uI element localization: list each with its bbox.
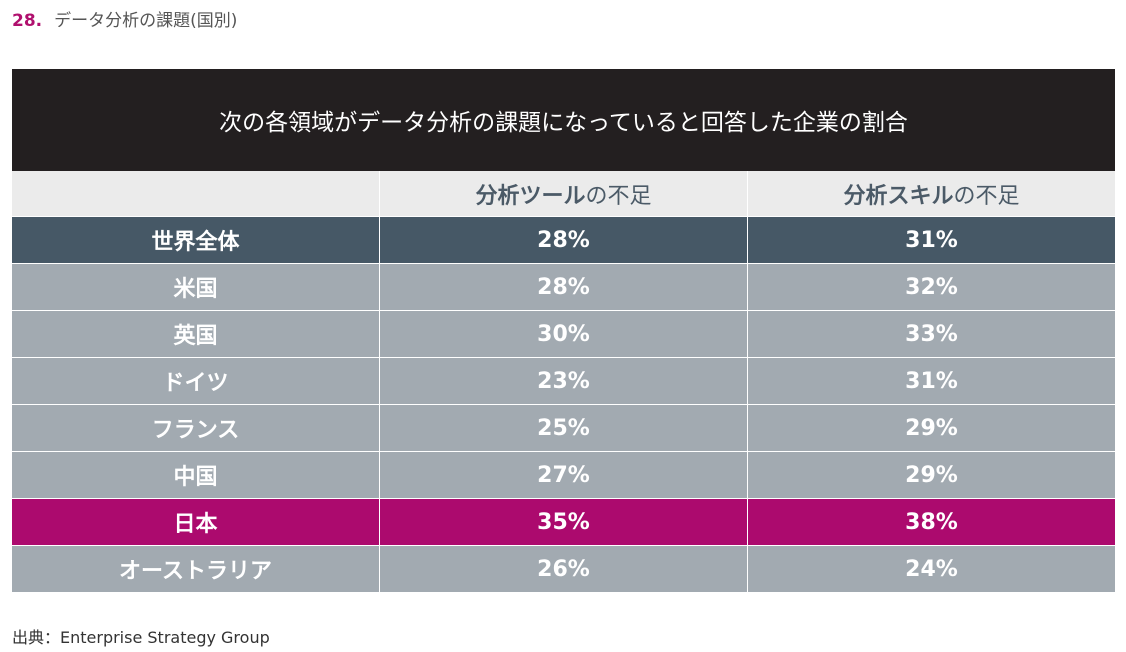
value-tools-cell: 30% [379, 311, 747, 357]
table-row: 世界全体 28% 31% [12, 216, 1115, 263]
value-skills-cell: 29% [747, 405, 1115, 451]
data-table: 次の各領域がデータ分析の課題になっていると回答した企業の割合 分析ツール の不足 … [12, 69, 1115, 592]
value-tools-cell: 35% [379, 499, 747, 545]
table-row: ドイツ 23% 31% [12, 357, 1115, 404]
column-header-tools-bold: 分析ツール [475, 183, 586, 209]
figure-title: 28. データ分析の課題(国別) [12, 6, 237, 31]
column-header-skills-bold: 分析スキル [843, 183, 954, 209]
row-label: 日本 [173, 512, 218, 537]
figure-title-text: データ分析の課題(国別) [54, 11, 238, 31]
value-tools-cell: 26% [379, 546, 747, 592]
value-skills-cell: 29% [747, 452, 1115, 498]
column-header-skills: 分析スキル の不足 [747, 171, 1115, 216]
value-skills-cell: 31% [747, 217, 1115, 263]
table-row: 英国 30% 33% [12, 310, 1115, 357]
value-skills-cell: 32% [747, 264, 1115, 310]
value-tools-cell: 28% [379, 217, 747, 263]
value-tools-cell: 25% [379, 405, 747, 451]
row-label: 英国 [173, 324, 218, 349]
column-header-tools: 分析ツール の不足 [379, 171, 747, 216]
table-row: フランス 25% 29% [12, 404, 1115, 451]
source-note: 出典：Enterprise Strategy Group [12, 628, 270, 647]
column-header-skills-normal: の不足 [953, 183, 1020, 209]
table-row: 日本 35% 38% [12, 498, 1115, 545]
row-label: 米国 [173, 277, 218, 302]
table-row: オーストラリア 26% 24% [12, 545, 1115, 592]
value-skills-cell: 33% [747, 311, 1115, 357]
value-tools-cell: 23% [379, 358, 747, 404]
column-header-tools-normal: の不足 [585, 183, 652, 209]
table-row: 中国 27% 29% [12, 451, 1115, 498]
row-label: オーストラリア [119, 559, 272, 584]
row-label: フランス [151, 418, 240, 443]
row-label: ドイツ [162, 371, 229, 396]
value-skills-cell: 31% [747, 358, 1115, 404]
value-tools-cell: 28% [379, 264, 747, 310]
column-header-row: 分析ツール の不足 分析スキル の不足 [12, 171, 1115, 216]
column-header-empty [12, 171, 379, 216]
value-skills-cell: 24% [747, 546, 1115, 592]
table-row: 米国 28% 32% [12, 263, 1115, 310]
table-body: 世界全体 28% 31% 米国 28% 32% 英国 30% 33% ドイツ 23% 31% フランス 2… [12, 216, 1115, 592]
value-tools-cell: 27% [379, 452, 747, 498]
value-skills-cell: 38% [747, 499, 1115, 545]
row-label: 中国 [173, 465, 218, 490]
figure-number: 28. [12, 11, 43, 31]
table-title: 次の各領域がデータ分析の課題になっていると回答した企業の割合 [12, 69, 1115, 171]
row-label: 世界全体 [151, 230, 240, 255]
